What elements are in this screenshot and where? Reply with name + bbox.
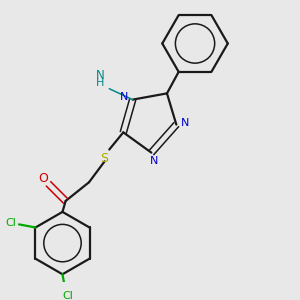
Text: N: N [95, 69, 104, 82]
Text: N: N [181, 118, 189, 128]
Text: S: S [100, 152, 108, 165]
Text: H: H [96, 78, 104, 88]
Text: O: O [38, 172, 48, 185]
Text: Cl: Cl [63, 291, 74, 300]
Text: N: N [120, 92, 128, 101]
Text: Cl: Cl [6, 218, 16, 228]
Text: N: N [150, 156, 158, 167]
